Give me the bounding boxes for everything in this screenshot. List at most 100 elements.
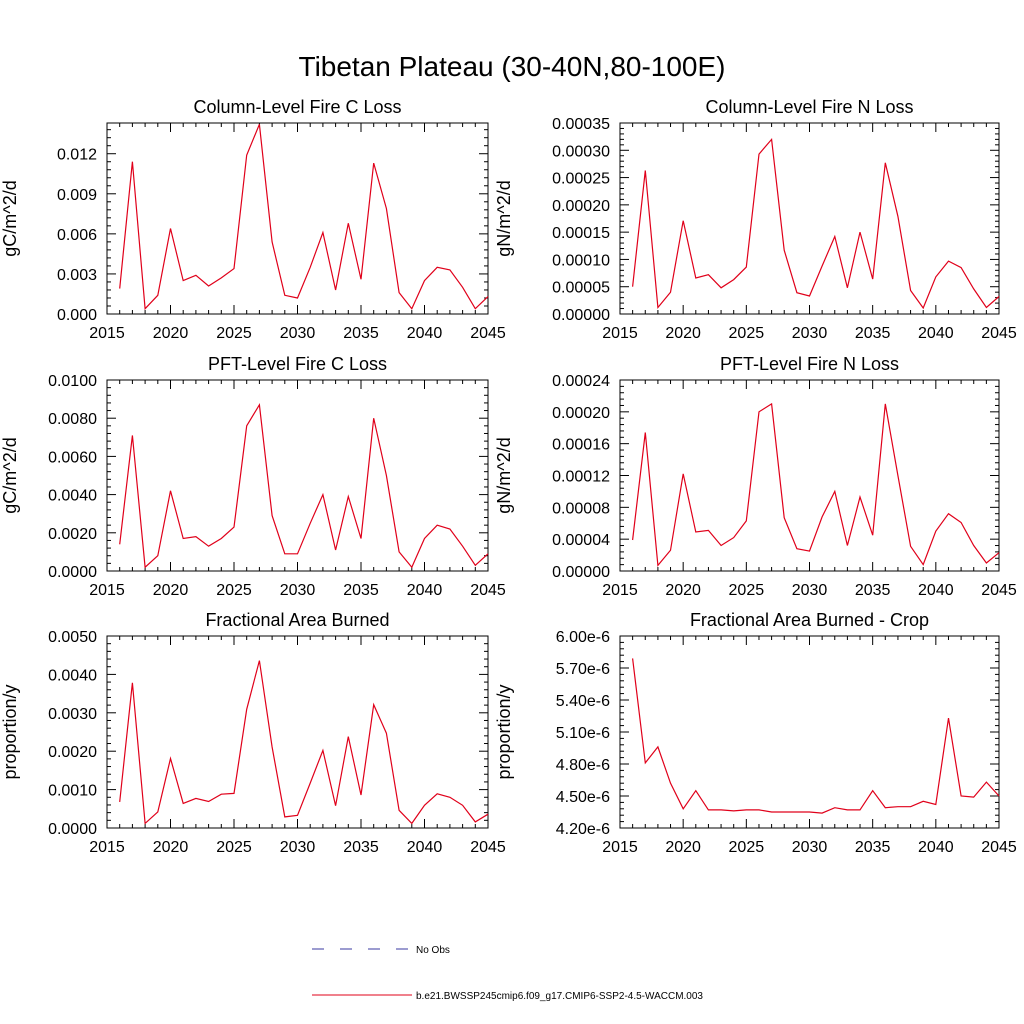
panel-title: Column-Level Fire N Loss	[705, 97, 913, 117]
series-line	[119, 124, 489, 311]
x-tick-label: 2030	[792, 839, 828, 856]
legend-model-label: b.e21.BWSSP245cmip6.f09_g17.CMIP6-SSP2-4…	[416, 991, 703, 1002]
panels: 2015 2020 2025 2030 2035 2040 2045 0.000 0.003 0.…	[0, 97, 1017, 856]
panel-title: Fractional Area Burned	[205, 610, 389, 630]
x-tick-label: 2045	[470, 582, 506, 599]
x-tick-label: 2040	[918, 839, 954, 856]
x-tick-label: 2020	[665, 839, 701, 856]
y-axis-label: proportion/y	[0, 684, 20, 779]
x-tick-label: 2025	[729, 582, 765, 599]
y-tick-label: 0.0080	[48, 411, 97, 428]
x-tick-label: 2020	[153, 582, 189, 599]
y-tick-label: 0.00016	[552, 437, 610, 454]
x-tick-label: 2025	[216, 582, 252, 599]
x-tick-label: 2035	[855, 582, 891, 599]
x-tick-label: 2025	[216, 325, 252, 342]
y-tick-label: 0.000	[57, 307, 97, 324]
y-axis-label: proportion/y	[494, 684, 514, 779]
x-tick-label: 2020	[153, 325, 189, 342]
x-tick-label: 2020	[665, 325, 701, 342]
y-tick-label: 4.50e-6	[556, 789, 610, 806]
y-tick-label: 0.0040	[48, 488, 97, 505]
x-tick-label: 2035	[855, 325, 891, 342]
panel-title: PFT-Level Fire N Loss	[720, 354, 899, 374]
x-tick-label: 2015	[602, 582, 638, 599]
x-tick-label: 2045	[981, 582, 1017, 599]
x-tick-label: 2035	[343, 582, 379, 599]
y-tick-label: 0.00004	[552, 532, 610, 549]
y-tick-label: 0.0020	[48, 744, 97, 761]
x-tick-label: 2040	[918, 325, 954, 342]
x-tick-label: 2030	[792, 582, 828, 599]
y-tick-label: 0.009	[57, 187, 97, 204]
y-tick-label: 0.006	[57, 227, 97, 244]
y-tick-label: 0.00030	[552, 143, 610, 160]
chart-panel: 2015 2020 2025 2030 2035 2040 2045 4.20e-6 4.50e…	[494, 610, 1017, 856]
y-tick-label: 6.00e-6	[556, 629, 610, 646]
x-tick-label: 2015	[89, 839, 125, 856]
y-tick-label: 0.00008	[552, 500, 610, 517]
y-axis-label: gN/m^2/d	[494, 180, 514, 256]
legend-obs-label: No Obs	[416, 945, 450, 956]
y-tick-label: 0.00005	[552, 280, 610, 297]
y-axis-label: gC/m^2/d	[0, 180, 20, 256]
x-tick-label: 2025	[729, 839, 765, 856]
x-tick-label: 2035	[343, 325, 379, 342]
series-line	[632, 658, 1000, 814]
x-tick-label: 2040	[407, 839, 443, 856]
plot-frame	[619, 379, 1000, 572]
y-tick-label: 4.20e-6	[556, 821, 610, 838]
x-tick-label: 2035	[855, 839, 891, 856]
y-tick-label: 5.40e-6	[556, 693, 610, 710]
y-tick-label: 0.00012	[552, 469, 610, 486]
plot-frame	[619, 122, 1000, 315]
series-line	[632, 137, 1000, 310]
y-tick-label: 0.0060	[48, 449, 97, 466]
y-tick-label: 0.0010	[48, 783, 97, 800]
x-tick-label: 2020	[665, 582, 701, 599]
chart-panel: 2015 2020 2025 2030 2035 2040 2045 0.0000 0.0020…	[0, 354, 506, 599]
panel-title: Column-Level Fire C Loss	[193, 97, 401, 117]
x-tick-label: 2015	[602, 839, 638, 856]
y-tick-label: 0.012	[57, 147, 97, 164]
x-tick-label: 2045	[470, 325, 506, 342]
x-tick-label: 2025	[216, 839, 252, 856]
x-tick-label: 2040	[407, 325, 443, 342]
y-tick-label: 0.0020	[48, 526, 97, 543]
x-tick-label: 2035	[343, 839, 379, 856]
x-tick-label: 2015	[89, 582, 125, 599]
y-tick-label: 0.0000	[48, 821, 97, 838]
y-axis-label: gC/m^2/d	[0, 437, 20, 513]
y-tick-label: 0.0030	[48, 706, 97, 723]
y-tick-label: 0.00000	[552, 564, 610, 581]
x-tick-label: 2045	[981, 325, 1017, 342]
y-tick-label: 0.00015	[552, 225, 610, 242]
series-line	[119, 660, 489, 825]
x-tick-label: 2030	[280, 325, 316, 342]
x-tick-label: 2030	[280, 839, 316, 856]
y-tick-label: 0.00025	[552, 171, 610, 188]
chart-panel: 2015 2020 2025 2030 2035 2040 2045 0.0000 0.0010…	[0, 610, 506, 856]
y-tick-label: 0.00010	[552, 252, 610, 269]
panel-title: Fractional Area Burned - Crop	[690, 610, 929, 630]
x-tick-label: 2025	[729, 325, 765, 342]
figure-title: Tibetan Plateau (30-40N,80-100E)	[299, 51, 726, 82]
x-tick-label: 2020	[153, 839, 189, 856]
plot-frame	[106, 122, 489, 315]
y-tick-label: 0.00020	[552, 198, 610, 215]
y-axis-label: gN/m^2/d	[494, 437, 514, 513]
x-tick-label: 2030	[280, 582, 316, 599]
x-tick-label: 2030	[792, 325, 828, 342]
legend: No Obs b.e21.BWSSP245cmip6.f09_g17.CMIP6…	[312, 945, 703, 1002]
y-tick-label: 0.00035	[552, 116, 610, 133]
y-tick-label: 0.0040	[48, 667, 97, 684]
y-tick-label: 0.0050	[48, 629, 97, 646]
y-tick-label: 0.003	[57, 267, 97, 284]
plot-frame	[106, 379, 489, 572]
y-tick-label: 4.80e-6	[556, 757, 610, 774]
series-line	[632, 402, 1000, 567]
y-tick-label: 0.0000	[48, 564, 97, 581]
y-tick-label: 5.70e-6	[556, 661, 610, 678]
panel-title: PFT-Level Fire C Loss	[208, 354, 387, 374]
x-tick-label: 2015	[89, 325, 125, 342]
